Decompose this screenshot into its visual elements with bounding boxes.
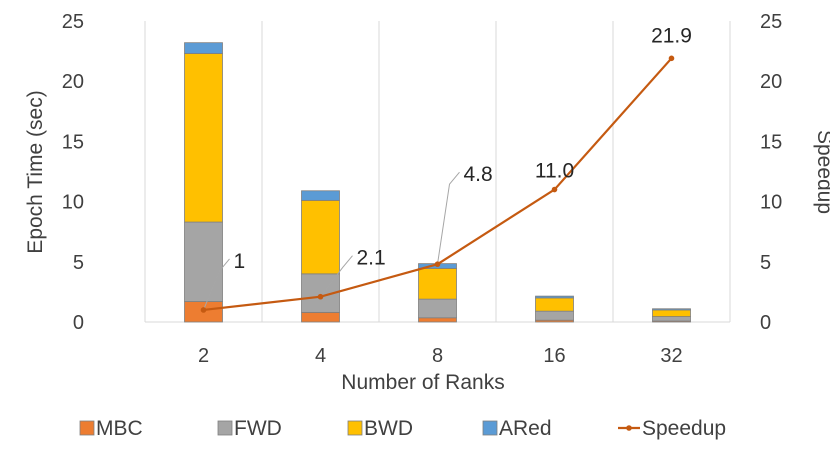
speedup-data-label: 11.0 [535, 160, 574, 183]
x-tick-label: 4 [315, 345, 326, 367]
y-tick-label: 20 [62, 71, 84, 93]
x-tick-label: 8 [432, 345, 443, 367]
bar-segment-mbc [301, 311, 340, 323]
legend-label-bwd: BWD [364, 417, 413, 440]
y-tick-label: 15 [62, 131, 84, 153]
bars [184, 42, 691, 323]
bar-segment-fwd [184, 221, 223, 302]
axes: Epoch Time (sec) Speedup Number of Ranks [24, 90, 830, 394]
x-tick-label: 16 [543, 345, 565, 367]
y-tick-label: 25 [62, 11, 84, 33]
bar-segment-bwd [184, 53, 223, 223]
speedup-data-label: 2.1 [357, 247, 386, 270]
y-tick-label: 5 [73, 252, 84, 274]
x-tick-label: 2 [198, 345, 209, 367]
y-tick-label: 10 [62, 192, 84, 214]
speedup-point [668, 55, 675, 62]
bar-segment-ared [301, 190, 340, 201]
data-labels: 1 2.1 4.8 11.0 21.9 [234, 24, 692, 273]
legend-swatch-mbc [79, 420, 95, 436]
x-tick-label: 32 [660, 345, 682, 367]
legend-swatch-bwd [347, 420, 363, 436]
speedup-point [551, 186, 558, 193]
legend-swatch-fwd [217, 420, 233, 436]
speedup-data-label: 4.8 [464, 163, 493, 186]
y-tick-label: 0 [73, 312, 84, 334]
y2-tick-label: 10 [760, 192, 782, 214]
speedup-data-label: 21.9 [651, 24, 692, 47]
bar-segment-fwd [418, 298, 457, 319]
y2-tick-label: 20 [760, 71, 782, 93]
legend-swatch-marker [626, 425, 632, 431]
bar-segment-ared [184, 42, 223, 54]
legend: MBC FWD BWD ARed Speedup [79, 417, 726, 440]
y2-tick-label: 25 [760, 11, 782, 33]
label-leader-lines [203, 171, 460, 311]
legend-swatch-ared [482, 420, 498, 436]
speedup-point [317, 293, 324, 300]
speedup-data-label: 1 [234, 250, 246, 273]
bar-segment-fwd [535, 310, 574, 321]
legend-label-speedup: Speedup [642, 417, 726, 440]
y-axis-title: Epoch Time (sec) [24, 90, 47, 253]
bar-segment-bwd [535, 297, 574, 312]
label-leader-line [320, 255, 353, 298]
bar-segment-ared [535, 295, 574, 299]
legend-label-fwd: FWD [234, 417, 282, 440]
label-leader-line [203, 258, 230, 311]
y2-tick-label: 15 [760, 131, 782, 153]
bar-segment-mbc [418, 317, 457, 323]
legend-label-mbc: MBC [96, 417, 143, 440]
bar-segment-fwd [652, 316, 691, 322]
bar-segment-ared [652, 308, 691, 311]
label-leader-line [437, 171, 460, 265]
bar-segment-bwd [652, 309, 691, 317]
y2-tick-label: 0 [760, 312, 771, 334]
legend-label-ared: ARed [499, 417, 552, 440]
speedup-line [200, 55, 675, 313]
speedup-point [200, 307, 207, 313]
y2-tick-label: 5 [760, 252, 771, 274]
secondary-y-axis-title: Speedup [813, 130, 830, 214]
x-axis-title: Number of Ranks [341, 371, 504, 394]
bar-segment-bwd [301, 199, 340, 275]
speedup-point [434, 261, 441, 268]
tick-labels: 0 5 10 15 20 25 0 5 10 15 20 25 2 4 8 16 32 [62, 11, 783, 367]
bar-segment-bwd [418, 268, 457, 300]
